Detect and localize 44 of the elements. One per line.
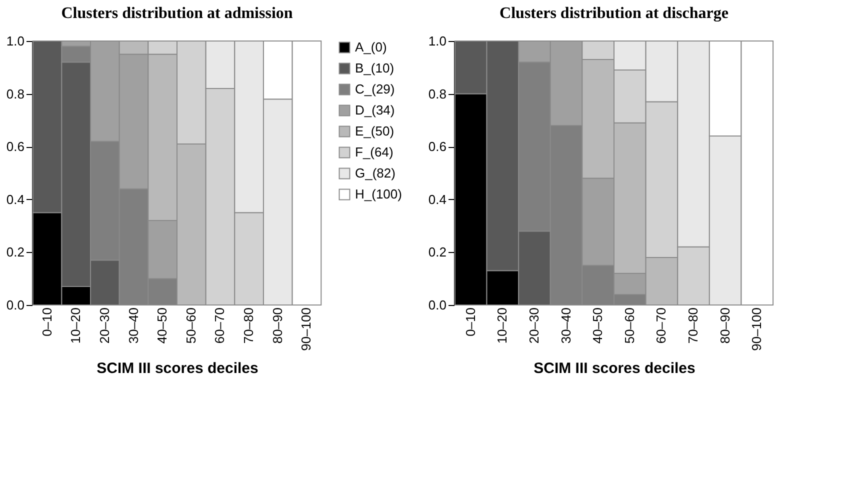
y-tick-label: 0.4 bbox=[6, 192, 24, 207]
chart-title: Clusters distribution at discharge bbox=[500, 5, 728, 22]
x-tick-label: 60–70 bbox=[212, 308, 228, 344]
x-tick-label: 20–30 bbox=[526, 308, 542, 344]
chart-title: Clusters distribution at admission bbox=[61, 5, 293, 22]
x-tick-label: 30–40 bbox=[126, 308, 141, 344]
y-tick-label: 1.0 bbox=[6, 34, 24, 48]
y-tick-label: 0.2 bbox=[6, 244, 24, 260]
legend-label: H_(100) bbox=[355, 186, 402, 202]
x-tick-label: 20–30 bbox=[96, 308, 112, 344]
x-tick-label: 0–10 bbox=[462, 308, 478, 336]
legend-label: F_(64) bbox=[355, 144, 394, 160]
x-tick-label: 90–100 bbox=[298, 308, 314, 351]
y-tick-label: 0.2 bbox=[428, 244, 446, 260]
x-tick-label: 50–60 bbox=[622, 308, 637, 344]
y-tick-label: 0.0 bbox=[428, 298, 446, 312]
legend-label: C_(29) bbox=[355, 82, 395, 96]
x-tick-label: 30–40 bbox=[558, 308, 574, 344]
legend-label: G_(82) bbox=[355, 166, 396, 180]
x-tick-label: 80–90 bbox=[270, 308, 285, 344]
x-tick-label: 70–80 bbox=[686, 308, 701, 344]
legend-label: A_(0) bbox=[355, 40, 387, 54]
legend-label: E_(50) bbox=[355, 124, 394, 138]
y-tick-label: 0.6 bbox=[6, 139, 24, 154]
x-tick-label: 90–100 bbox=[749, 308, 764, 351]
x-tick-label: 10–20 bbox=[68, 308, 84, 344]
x-tick-label: 60–70 bbox=[654, 308, 669, 344]
y-tick-label: 0.0 bbox=[6, 298, 24, 312]
x-tick-label: 70–80 bbox=[241, 308, 256, 344]
y-tick-label: 1.0 bbox=[428, 34, 446, 48]
x-tick-label: 40–50 bbox=[154, 308, 170, 344]
y-tick-label: 0.6 bbox=[428, 139, 446, 154]
x-axis-title: SCIM III scores deciles bbox=[96, 360, 258, 377]
legend-label: B_(10) bbox=[355, 60, 394, 76]
x-tick-label: 0–10 bbox=[39, 308, 54, 336]
x-tick-label: 80–90 bbox=[717, 308, 732, 344]
y-tick-label: 0.8 bbox=[428, 86, 446, 102]
x-axis-title: SCIM III scores deciles bbox=[534, 360, 696, 377]
legend-label: D_(34) bbox=[355, 102, 395, 118]
x-tick-label: 40–50 bbox=[590, 308, 606, 344]
y-tick-label: 0.8 bbox=[6, 86, 24, 102]
x-tick-label: 50–60 bbox=[183, 308, 198, 344]
y-tick-label: 0.4 bbox=[428, 192, 446, 207]
x-tick-label: 10–20 bbox=[494, 308, 510, 344]
